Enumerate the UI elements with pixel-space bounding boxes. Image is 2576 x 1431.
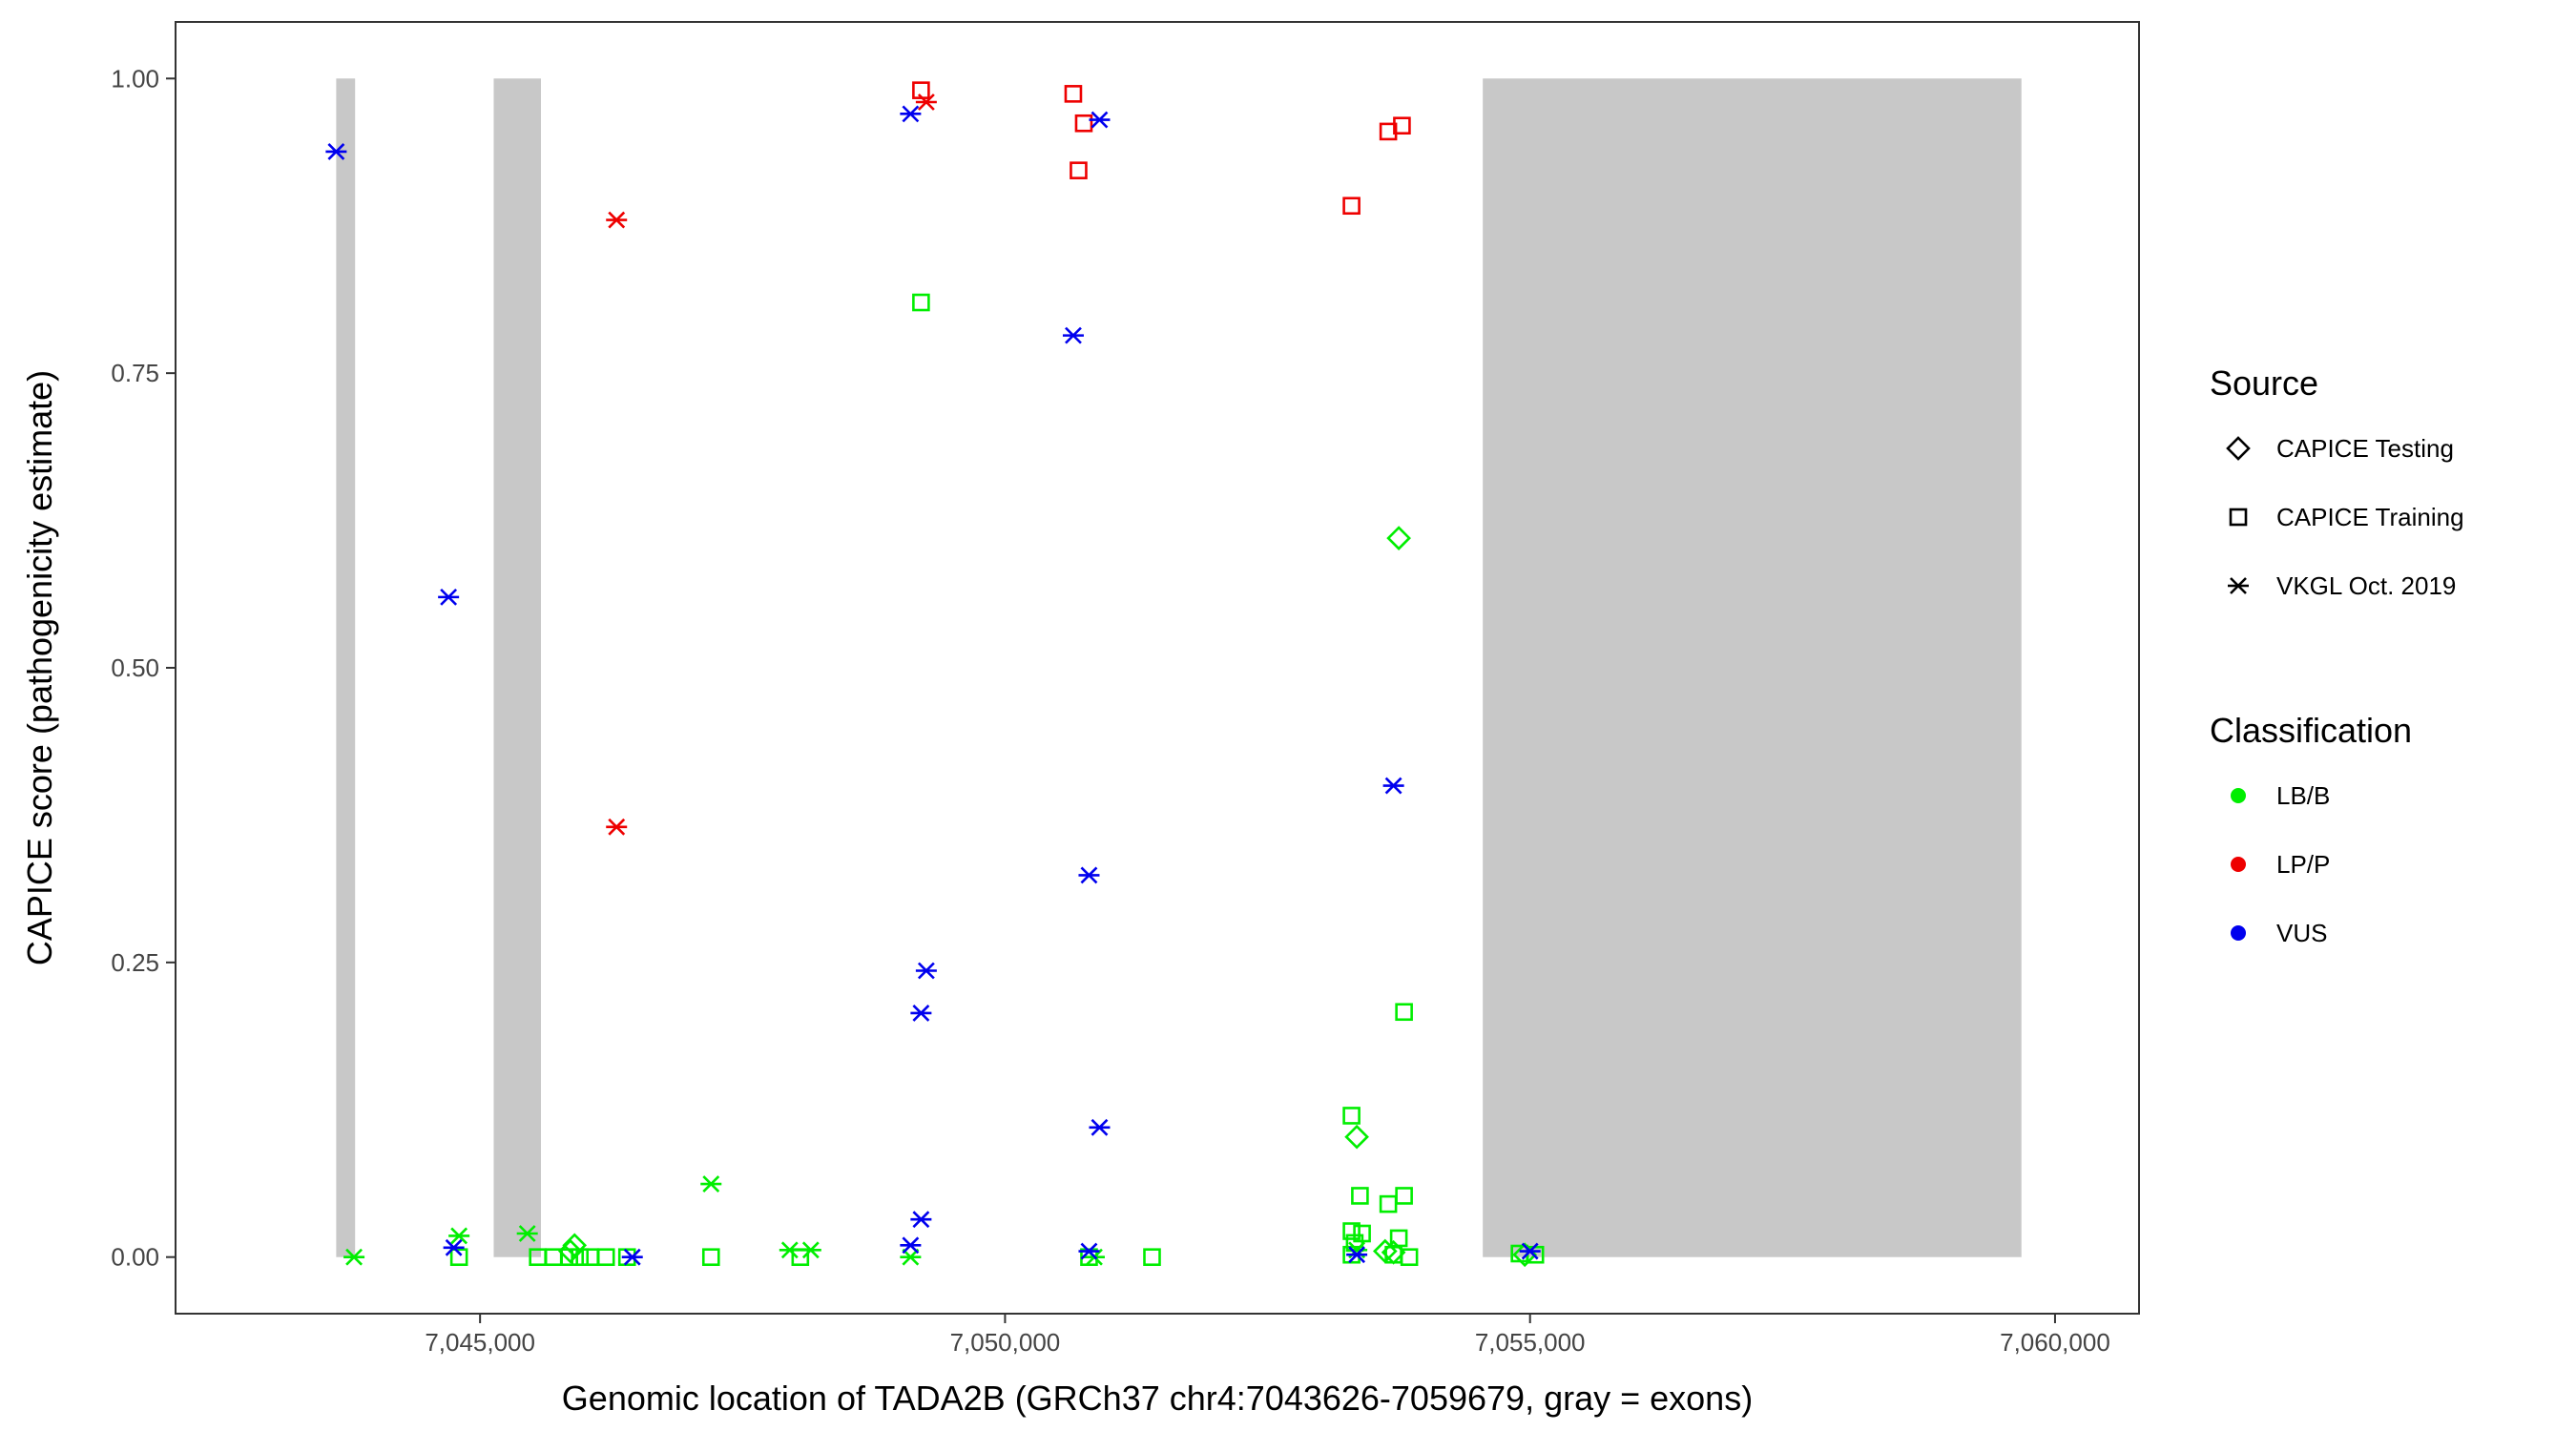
data-point bbox=[1074, 114, 1093, 133]
data-point bbox=[606, 818, 628, 836]
y-axis-title: CAPICE score (pathogenicity estimate) bbox=[20, 370, 59, 965]
exon-band-2 bbox=[493, 78, 541, 1257]
x-tick-label: 7,060,000 bbox=[2000, 1328, 2110, 1357]
x-axis-title: Genomic location of TADA2B (GRCh37 chr4:… bbox=[562, 1379, 1753, 1418]
data-point bbox=[1344, 1124, 1369, 1150]
data-point bbox=[1089, 111, 1111, 129]
legend-key-diamond bbox=[2226, 436, 2251, 461]
data-point bbox=[900, 105, 922, 123]
data-point bbox=[800, 1241, 821, 1259]
exon-band-1 bbox=[336, 78, 356, 1257]
data-point bbox=[701, 1248, 720, 1267]
data-point bbox=[1089, 1118, 1111, 1136]
data-point bbox=[915, 962, 937, 980]
data-point bbox=[1351, 1187, 1369, 1205]
data-point bbox=[1062, 326, 1084, 344]
data-point bbox=[560, 1248, 579, 1267]
y-axis: 0.00 0.25 0.50 0.75 1.00 bbox=[111, 64, 176, 1272]
data-point bbox=[1379, 122, 1398, 141]
y-tick-label: 0.25 bbox=[111, 948, 159, 977]
data-point bbox=[915, 93, 937, 111]
legend-source-label: CAPICE Testing bbox=[2276, 434, 2454, 463]
data-point bbox=[1342, 1222, 1361, 1240]
legend-key-dot bbox=[2231, 925, 2246, 941]
data-point bbox=[325, 142, 347, 160]
data-point bbox=[443, 1238, 465, 1256]
data-point bbox=[438, 588, 460, 606]
data-point bbox=[900, 1236, 922, 1255]
data-point bbox=[910, 1211, 932, 1229]
data-point bbox=[557, 1238, 583, 1264]
legend-source-label: VKGL Oct. 2019 bbox=[2276, 571, 2456, 600]
x-axis: 7,045,000 7,050,000 7,055,000 7,060,000 bbox=[425, 1314, 2110, 1357]
data-point bbox=[1346, 1246, 1368, 1264]
legend-key-square bbox=[2229, 508, 2248, 527]
legend-classification-label: VUS bbox=[2276, 919, 2327, 947]
legend-key-dot bbox=[2231, 788, 2246, 803]
data-point bbox=[1379, 1194, 1398, 1213]
y-tick-label: 0.50 bbox=[111, 653, 159, 682]
data-point bbox=[621, 1248, 643, 1266]
y-tick-label: 0.00 bbox=[111, 1243, 159, 1272]
data-point bbox=[779, 1241, 800, 1259]
data-point bbox=[1395, 1187, 1413, 1205]
data-point bbox=[1386, 526, 1411, 550]
data-point bbox=[343, 1248, 365, 1266]
exon-bands bbox=[336, 78, 2022, 1257]
data-point bbox=[1070, 161, 1088, 179]
data-point bbox=[1078, 866, 1100, 884]
exon-band-3 bbox=[1483, 78, 2022, 1257]
y-tick-label: 0.75 bbox=[111, 359, 159, 387]
legend-classification-label: LP/P bbox=[2276, 850, 2330, 879]
legend-source-label: CAPICE Training bbox=[2276, 503, 2464, 531]
data-point bbox=[581, 1248, 600, 1267]
data-point bbox=[1382, 777, 1404, 795]
y-tick-label: 1.00 bbox=[111, 64, 159, 93]
legend-key-dot bbox=[2231, 857, 2246, 872]
data-point bbox=[1342, 197, 1361, 216]
legend-source: Source CAPICE Testing CAPICE Training VKGL… bbox=[2210, 363, 2464, 600]
data-point bbox=[791, 1248, 810, 1267]
data-point bbox=[606, 211, 628, 229]
data-point bbox=[1064, 85, 1083, 103]
x-tick-label: 7,045,000 bbox=[425, 1328, 535, 1357]
x-tick-label: 7,050,000 bbox=[950, 1328, 1061, 1357]
data-point bbox=[1519, 1242, 1541, 1260]
data-point bbox=[516, 1225, 538, 1242]
data-point bbox=[1143, 1248, 1161, 1267]
legend-classification: Classification LB/B LP/P VUS bbox=[2210, 711, 2412, 947]
data-point bbox=[700, 1175, 722, 1193]
data-point bbox=[1400, 1248, 1419, 1267]
data-point bbox=[1393, 116, 1411, 135]
legend-classification-title: Classification bbox=[2210, 711, 2412, 750]
data-point bbox=[1342, 1107, 1361, 1125]
legend-classification-label: LB/B bbox=[2276, 781, 2330, 810]
data-point bbox=[910, 1005, 932, 1022]
data-point bbox=[571, 1248, 590, 1267]
data-point bbox=[1078, 1242, 1100, 1260]
data-point bbox=[596, 1248, 615, 1267]
data-point bbox=[448, 1227, 470, 1245]
data-points bbox=[325, 81, 1545, 1268]
data-point bbox=[449, 1248, 468, 1267]
data-point bbox=[1395, 1003, 1413, 1022]
legend-key-asterisk bbox=[2228, 577, 2249, 594]
x-tick-label: 7,055,000 bbox=[1475, 1328, 1586, 1357]
legend-source-title: Source bbox=[2210, 363, 2318, 403]
data-point bbox=[912, 293, 930, 312]
